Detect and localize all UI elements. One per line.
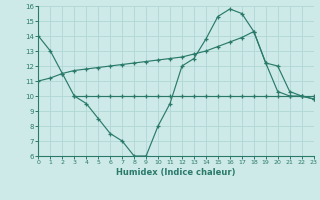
X-axis label: Humidex (Indice chaleur): Humidex (Indice chaleur) <box>116 168 236 177</box>
